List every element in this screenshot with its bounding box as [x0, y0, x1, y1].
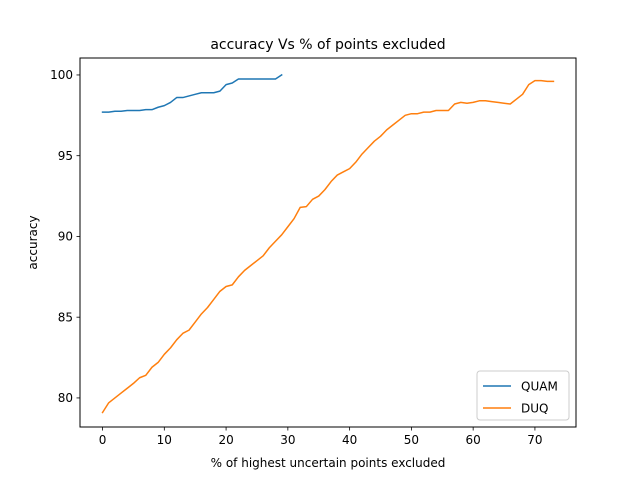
y-axis-label: accuracy — [26, 215, 40, 269]
x-tick-label: 20 — [218, 433, 233, 447]
x-axis: 0 10 20 30 40 50 60 70 — [99, 427, 543, 447]
x-tick-label: 50 — [404, 433, 419, 447]
plot-frame — [79, 57, 577, 428]
y-tick-label: 85 — [58, 310, 73, 324]
plot-area — [101, 73, 555, 414]
legend-label-quam: QUAM — [521, 380, 558, 394]
x-axis-label: % of highest uncertain points excluded — [211, 456, 446, 470]
legend: QUAM DUQ — [476, 370, 570, 421]
y-tick-label: 95 — [58, 149, 73, 163]
x-tick-label: 40 — [342, 433, 357, 447]
series-line-duq — [101, 79, 555, 414]
x-tick-label: 30 — [280, 433, 295, 447]
series-line-quam — [101, 73, 283, 113]
legend-label-duq: DUQ — [521, 402, 548, 416]
chart-title: accuracy Vs % of points excluded — [210, 37, 445, 53]
y-axis: 80 85 90 95 100 — [50, 68, 80, 405]
x-tick-label: 10 — [157, 433, 172, 447]
x-tick-label: 60 — [466, 433, 481, 447]
y-tick-label: 100 — [50, 68, 73, 82]
x-tick-label: 70 — [527, 433, 542, 447]
x-tick-label: 0 — [99, 433, 107, 447]
y-tick-label: 90 — [58, 230, 73, 244]
y-tick-label: 80 — [58, 391, 73, 405]
